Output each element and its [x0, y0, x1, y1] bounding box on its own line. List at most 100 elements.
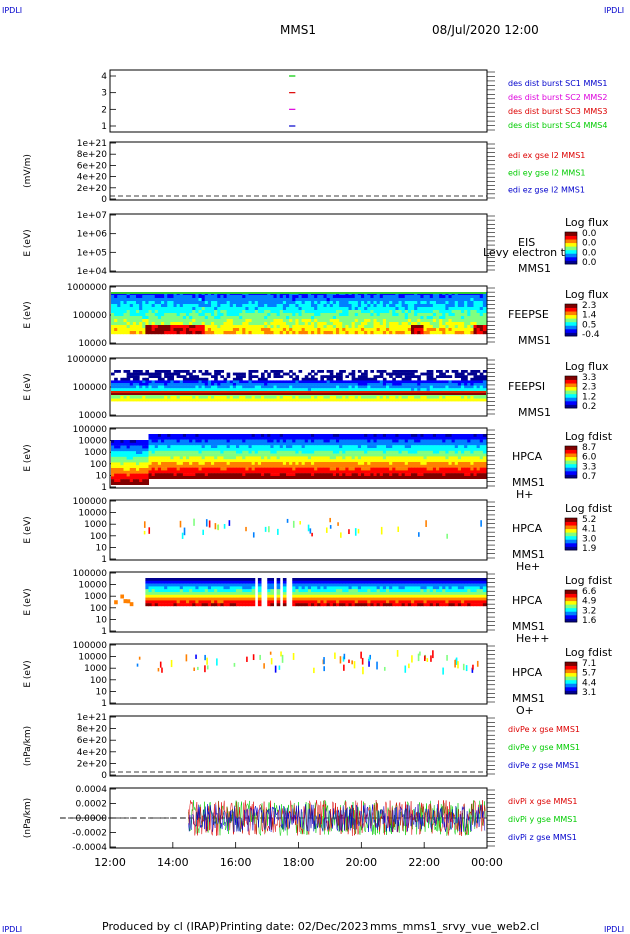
spectrogram-cell — [295, 470, 300, 474]
spectrogram-cell — [401, 377, 406, 381]
spectrogram-cell — [314, 380, 318, 384]
spectrogram-cell — [386, 459, 390, 463]
spectrogram-cell — [257, 450, 262, 454]
spectrogram-cell — [364, 375, 368, 378]
spectrogram-cell — [354, 316, 359, 320]
spectrogram-cell — [414, 464, 418, 468]
spectrogram-cell — [457, 304, 462, 308]
spectrogram-cell — [401, 398, 406, 402]
spectrogram-cell — [120, 445, 125, 449]
spectrogram-cell — [345, 464, 350, 468]
spectrogram-cell — [207, 439, 212, 443]
spectrogram-cell — [242, 319, 246, 323]
spectrogram-cell — [173, 322, 178, 326]
colorbar-swatch — [565, 383, 577, 388]
spectrogram-cell — [479, 325, 484, 329]
spectrogram-cell — [448, 316, 453, 320]
spectrogram-cell — [298, 442, 303, 446]
spectrogram-cell — [361, 304, 365, 308]
spectrogram-cell — [332, 295, 337, 299]
spectrogram-cell — [254, 388, 259, 391]
spectrogram-cell — [429, 450, 434, 454]
spectrogram-cell — [189, 307, 193, 311]
spectrogram-cell — [214, 445, 218, 449]
spectrogram-cell — [220, 453, 225, 457]
spectrogram-cell — [279, 476, 284, 479]
spectrogram-cell — [161, 396, 165, 399]
spectrogram-cell — [142, 377, 146, 381]
spectrogram-cell — [482, 319, 487, 323]
spectrogram-cell — [414, 307, 418, 311]
spectrogram-cell — [401, 464, 406, 468]
spectrogram-cell — [429, 434, 434, 437]
spectrogram-cell — [420, 322, 425, 326]
spectrogram-cell — [239, 473, 243, 477]
spectrogram-cell — [307, 316, 312, 320]
spectrogram-cell — [136, 325, 140, 329]
spectrogram-cell — [345, 295, 350, 299]
spectrogram-cell — [201, 450, 206, 454]
spectrogram-cell — [482, 322, 487, 326]
spectrogram-cell — [248, 450, 253, 454]
spectrogram-cell — [123, 313, 128, 317]
spectrogram-cell — [342, 313, 346, 317]
spectrogram-cell — [398, 445, 403, 449]
spectrogram-cell — [204, 398, 209, 402]
spectrogram-cell — [204, 439, 209, 443]
spectrogram-cell — [207, 304, 212, 308]
spectrogram-cell — [454, 467, 459, 471]
spectrogram-cell — [348, 398, 353, 402]
spectrogram-cell — [154, 316, 159, 320]
spectrogram-cell — [136, 385, 140, 389]
spectrogram-cell — [339, 310, 343, 314]
spectrogram-cell — [482, 295, 487, 299]
spectrogram-cell — [214, 377, 218, 381]
spectrogram-cell — [373, 322, 378, 326]
spectrogram-cell — [439, 370, 443, 373]
spectrogram-cell — [170, 453, 175, 457]
spectrogram-cell — [301, 470, 306, 474]
spectrogram-cell — [192, 383, 196, 386]
spectrogram-cell — [229, 459, 234, 463]
spectrogram-cell — [445, 462, 450, 465]
spectrogram-cell — [245, 304, 250, 308]
spectrogram-cell — [204, 372, 209, 376]
spectrogram-cell — [445, 445, 450, 449]
spectrogram-cell — [279, 439, 284, 443]
spectrogram-cell — [195, 436, 200, 440]
spectrogram-cell — [404, 445, 409, 449]
spectrogram-cell — [251, 375, 256, 378]
spectrogram-cell — [264, 377, 268, 381]
spectrogram-cell — [251, 319, 256, 323]
spectrogram-cell — [357, 331, 362, 335]
spectrogram-cell — [448, 388, 453, 391]
spectrogram-cell — [164, 439, 168, 443]
spectrogram-cell — [311, 298, 315, 302]
spectrogram-cell — [126, 313, 131, 317]
spectrogram-cell — [432, 388, 437, 391]
spectrogram-cell — [448, 448, 453, 451]
spectrogram-cell — [357, 301, 362, 305]
spectrogram-cell — [392, 383, 396, 386]
spectrogram-cell — [132, 462, 137, 466]
spectrogram-cell — [411, 385, 415, 389]
spectrogram-cell — [279, 385, 284, 389]
spectrogram-cell — [467, 310, 471, 314]
spectrogram-cell — [361, 464, 365, 468]
spectrogram-cell — [267, 325, 271, 329]
spectrogram-cell — [432, 380, 437, 384]
spectrogram-cell — [282, 462, 287, 465]
spectrogram-cell — [482, 383, 487, 386]
spectrogram-cell — [317, 450, 321, 454]
spectrogram-cell — [151, 380, 156, 384]
legend-entry: des dist burst SC4 MMS4 — [508, 121, 607, 130]
spectrogram-cell — [364, 331, 368, 335]
spectrogram-cell — [214, 383, 218, 386]
spectrogram-cell — [132, 383, 137, 386]
spectrogram-cell — [211, 298, 215, 302]
spectrogram-cell — [301, 316, 306, 320]
spectrogram-cell — [329, 459, 334, 463]
spectrogram-cell — [473, 328, 478, 332]
spectrogram-cell — [379, 331, 384, 335]
spectrogram-cell — [186, 436, 190, 440]
